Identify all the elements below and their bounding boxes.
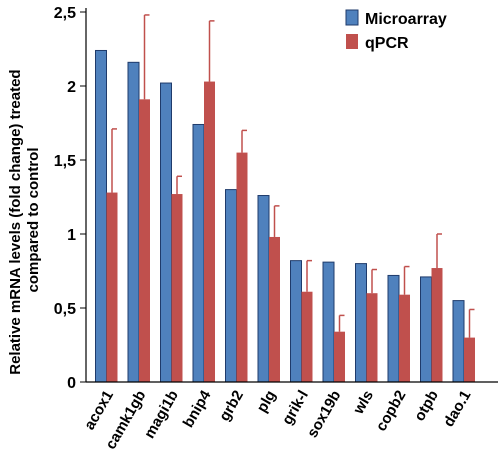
- bar-microarray-bnip4: [192, 123, 205, 383]
- y-axis-label-line-1: Relative mRNA levels (fold change) treat…: [7, 69, 24, 374]
- bar-microarray-magi1b: [160, 82, 172, 383]
- bar-qpcr-dao.1: [464, 337, 475, 382]
- y-axis-ticks: 0 0,5 1 1,5 2 2,5: [54, 5, 86, 392]
- y-axis-label: Relative mRNA levels (fold change) treat…: [7, 65, 42, 375]
- legend-swatch-microarray: [345, 9, 359, 26]
- bars: [95, 49, 475, 383]
- bar-qpcr-plg: [269, 236, 280, 382]
- category-label-otpb: otpb: [411, 388, 442, 425]
- y-tick-label: 2,5: [54, 5, 76, 22]
- error-bars: [111, 14, 475, 338]
- bar-qpcr-acox1: [106, 192, 118, 382]
- bar-qpcr-sox19b: [334, 331, 345, 382]
- y-tick-label: 1: [67, 227, 76, 244]
- y-tick-label: 0: [67, 375, 76, 392]
- category-label-wls: wls: [350, 388, 377, 418]
- bar-qpcr-camk1gb: [139, 99, 150, 382]
- legend-label-microarray: Microarray: [365, 11, 447, 28]
- bar-microarray-sox19b: [322, 261, 335, 383]
- bar-qpcr-copb2: [399, 294, 410, 382]
- bar-microarray-acox1: [95, 49, 107, 383]
- bar-microarray-otpb: [420, 276, 432, 383]
- legend: Microarray qPCR: [345, 9, 447, 52]
- bar-microarray-plg: [257, 195, 270, 383]
- axes: [85, 8, 498, 383]
- bar-microarray-wls: [355, 263, 367, 383]
- category-label-plg: plg: [253, 388, 279, 416]
- category-label-copb2: copb2: [373, 388, 410, 435]
- category-label-bnip4: bnip4: [180, 387, 215, 431]
- bar-microarray-camk1gb: [127, 61, 140, 383]
- bar-qpcr-magi1b: [171, 194, 183, 382]
- y-tick-label: 2: [67, 79, 76, 96]
- legend-swatch-qpcr: [346, 34, 358, 49]
- bar-microarray-grb2: [225, 189, 237, 383]
- y-axis-label-line-2: compared to control: [25, 147, 42, 292]
- y-tick-label: 1,5: [54, 153, 76, 170]
- category-label-dao.1: dao.1: [440, 388, 474, 430]
- bar-qpcr-grb2: [236, 152, 248, 382]
- bar-microarray-dao.1: [452, 300, 465, 383]
- bar-qpcr-grik-l: [301, 291, 313, 382]
- bar-qpcr-wls: [366, 293, 378, 382]
- bar-qpcr-bnip4: [204, 81, 215, 382]
- bar-microarray-copb2: [387, 274, 400, 383]
- category-label-grik-l: grik-l: [279, 388, 312, 428]
- bar-qpcr-otpb: [431, 268, 443, 382]
- bar-microarray-grik-l: [290, 260, 302, 383]
- y-tick-label: 0,5: [54, 301, 76, 318]
- category-label-grb2: grb2: [216, 388, 247, 425]
- legend-label-qpcr: qPCR: [365, 35, 409, 52]
